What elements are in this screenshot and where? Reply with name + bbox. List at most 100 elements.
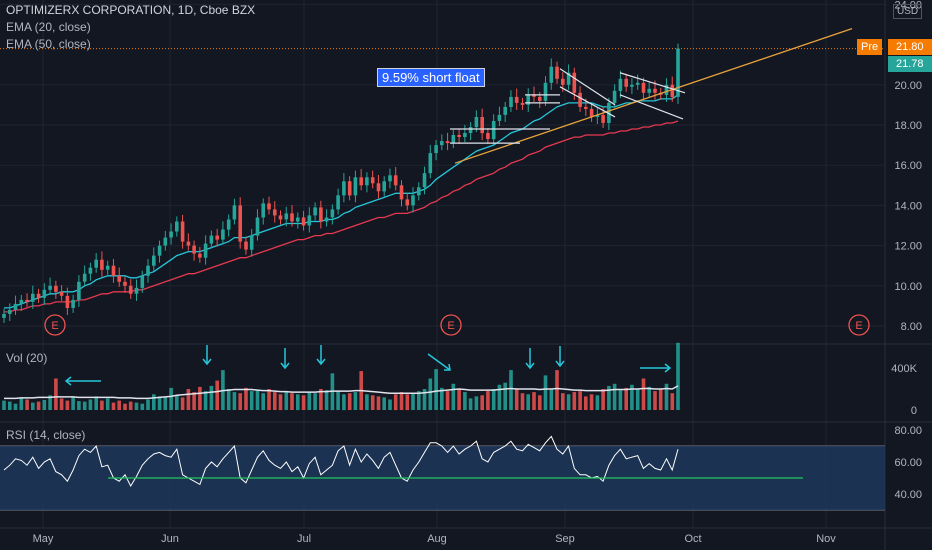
candle-body-116 xyxy=(670,84,675,97)
candle-body-32 xyxy=(186,241,191,246)
candle-body-86 xyxy=(497,114,502,121)
volume-bar-92 xyxy=(532,392,536,410)
price-tick-2: 12.00 xyxy=(894,241,922,253)
volume-bar-97 xyxy=(561,393,565,410)
volume-bar-34 xyxy=(198,386,202,410)
volume-bar-99 xyxy=(572,392,577,410)
volume-bar-111 xyxy=(641,378,646,410)
volume-bar-72 xyxy=(417,391,421,410)
candle-body-43 xyxy=(249,235,254,250)
volume-bar-45 xyxy=(261,393,265,410)
volume-bar-101 xyxy=(584,396,588,410)
candle-body-97 xyxy=(561,78,565,85)
volume-bar-63 xyxy=(365,394,369,411)
candle-body-25 xyxy=(146,265,150,276)
volume-bar-37 xyxy=(215,380,219,410)
volume-bar-55 xyxy=(319,389,323,410)
candle-body-30 xyxy=(175,221,179,232)
candle-body-19 xyxy=(111,265,116,276)
volume-bar-81 xyxy=(468,398,473,410)
price-tick-6: 20.00 xyxy=(894,80,922,92)
pre-badge-label: Pre xyxy=(857,39,883,55)
candle-body-103 xyxy=(595,114,600,117)
volume-bar-3 xyxy=(19,397,24,410)
volume-bar-20 xyxy=(117,400,121,410)
rsi-pane-label: RSI (14, close) xyxy=(6,428,86,442)
volume-bar-1 xyxy=(8,401,12,410)
rsi-line xyxy=(3,435,679,488)
volume-bar-86 xyxy=(497,384,502,410)
price-tick-5: 18.00 xyxy=(894,120,922,132)
candle-body-6 xyxy=(36,293,41,298)
candle-body-5 xyxy=(31,293,35,302)
candle-body-107 xyxy=(618,78,623,91)
candle-body-112 xyxy=(647,88,651,93)
volume-bar-50 xyxy=(290,393,294,410)
candle-body-11 xyxy=(65,295,70,308)
candle-body-55 xyxy=(319,207,323,222)
volume-bar-109 xyxy=(630,384,634,410)
vol-arrow-2-head xyxy=(280,362,290,370)
candle-body-115 xyxy=(664,84,669,95)
candle-body-67 xyxy=(388,175,392,182)
x-tick-may: May xyxy=(33,533,54,545)
volume-bar-94 xyxy=(543,375,548,410)
volume-bar-74 xyxy=(428,378,433,410)
candle-body-27 xyxy=(157,245,162,256)
candle-body-111 xyxy=(641,82,646,93)
wedge-line-2 xyxy=(559,86,616,118)
earnings-circle-2 xyxy=(848,314,870,336)
volume-bar-21 xyxy=(123,403,127,410)
volume-bar-51 xyxy=(296,394,300,411)
drawn-annotations xyxy=(64,28,853,479)
volume-bar-10 xyxy=(59,398,64,410)
candle-body-71 xyxy=(411,195,415,206)
vol-arrow-7-shaft xyxy=(427,353,451,371)
volume-bar-27 xyxy=(157,396,162,410)
candle-body-91 xyxy=(526,94,530,105)
ema50-line xyxy=(4,120,679,313)
volume-bar-64 xyxy=(370,395,375,410)
candle-body-1 xyxy=(8,309,12,314)
candle-body-99 xyxy=(572,72,577,93)
volume-bar-107 xyxy=(618,390,623,410)
volume-bar-15 xyxy=(88,399,93,410)
candle-body-21 xyxy=(123,281,127,286)
volume-bar-91 xyxy=(526,394,530,411)
volume-bar-80 xyxy=(463,392,467,410)
trend-line xyxy=(454,28,853,164)
vol-arrow-1-head xyxy=(202,358,212,366)
candle-body-3 xyxy=(19,299,24,304)
candle-body-13 xyxy=(77,281,81,300)
candle-body-95 xyxy=(549,66,554,83)
wedge-line-4 xyxy=(619,94,684,120)
volume-bar-6 xyxy=(36,401,41,410)
short-float-annotation[interactable]: 9.59% short float xyxy=(377,68,485,87)
earnings-marker-1: E xyxy=(447,320,454,332)
candle-body-0 xyxy=(2,313,6,318)
volume-bar-31 xyxy=(180,397,185,410)
candle-body-94 xyxy=(543,82,548,101)
volume-bar-46 xyxy=(267,389,271,410)
volume-bar-96 xyxy=(555,370,559,410)
volume-bar-22 xyxy=(128,401,133,410)
volume-ma-line xyxy=(4,385,679,400)
rsi-tick-1: 60.00 xyxy=(894,457,922,469)
vol-arrow-3-head xyxy=(316,358,326,366)
candle-body-74 xyxy=(428,153,433,174)
volume-bar-71 xyxy=(411,393,415,410)
price-tick-1: 10.00 xyxy=(894,281,922,293)
ema20-line xyxy=(4,94,679,309)
candle-body-22 xyxy=(128,285,133,294)
currency-label[interactable]: USD xyxy=(893,4,923,19)
volume-bar-116 xyxy=(670,393,675,410)
candle-body-53 xyxy=(307,215,312,226)
volume-bar-53 xyxy=(307,392,312,410)
volume-bar-25 xyxy=(146,399,150,410)
candle-body-56 xyxy=(324,217,329,222)
price-overlays xyxy=(0,48,885,313)
candle-body-70 xyxy=(405,199,410,206)
volume-bar-61 xyxy=(353,392,358,410)
candle-body-9 xyxy=(54,285,58,292)
